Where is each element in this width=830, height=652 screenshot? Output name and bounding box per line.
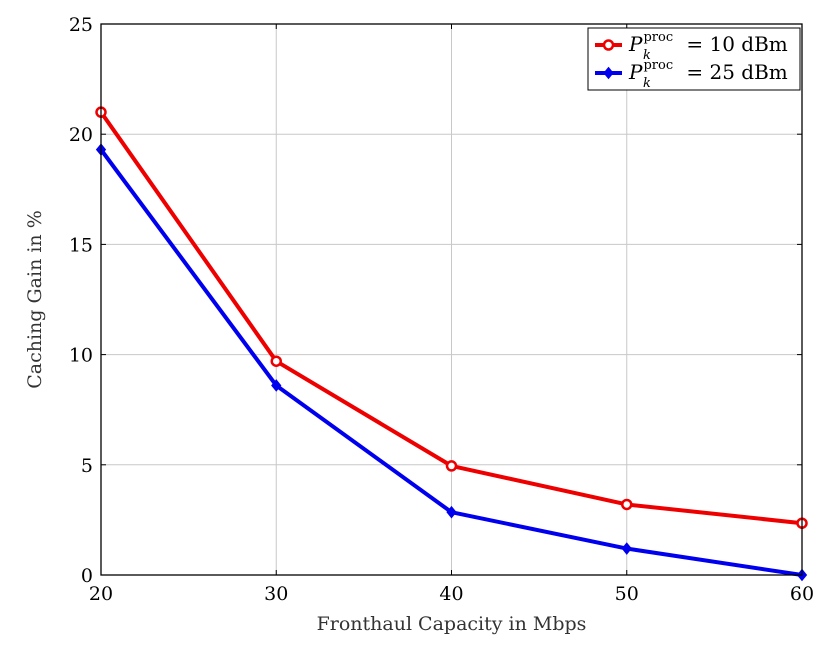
tick-labels: 20 30 40 50 60 0 5 10 15 20 25	[69, 14, 814, 605]
x-tick-label: 40	[439, 583, 463, 605]
x-tick-label: 60	[790, 583, 814, 605]
x-tick-label: 20	[89, 583, 113, 605]
y-axis-title: Caching Gain in %	[24, 210, 46, 389]
data-point	[621, 542, 632, 555]
data-point	[446, 505, 457, 519]
legend-box	[587, 27, 801, 91]
y-tick-label: 10	[69, 345, 93, 367]
legend-item-2: Pproc k = 25 dBm	[595, 58, 788, 91]
data-point	[602, 39, 615, 51]
y-tick-label: 25	[69, 14, 93, 36]
legend-label: Pproc k = 10 dBm	[628, 30, 788, 63]
x-axis-title: Fronthaul Capacity in Mbps	[317, 613, 587, 635]
legend-label: Pproc k = 25 dBm	[628, 58, 788, 91]
y-tick-label: 15	[69, 234, 93, 256]
y-tick-label: 0	[81, 565, 93, 587]
y-tick-label: 20	[69, 124, 93, 146]
data-point	[621, 498, 633, 511]
x-tick-label: 50	[615, 583, 639, 605]
y-tick-label: 5	[81, 455, 93, 477]
legend-item-1: Pproc k = 10 dBm	[595, 30, 788, 63]
x-tick-label: 30	[264, 583, 288, 605]
data-point	[271, 379, 282, 392]
data-point	[445, 460, 458, 472]
data-point	[603, 66, 614, 80]
grid	[100, 23, 803, 576]
series-1	[95, 106, 808, 529]
data-point	[270, 355, 282, 367]
